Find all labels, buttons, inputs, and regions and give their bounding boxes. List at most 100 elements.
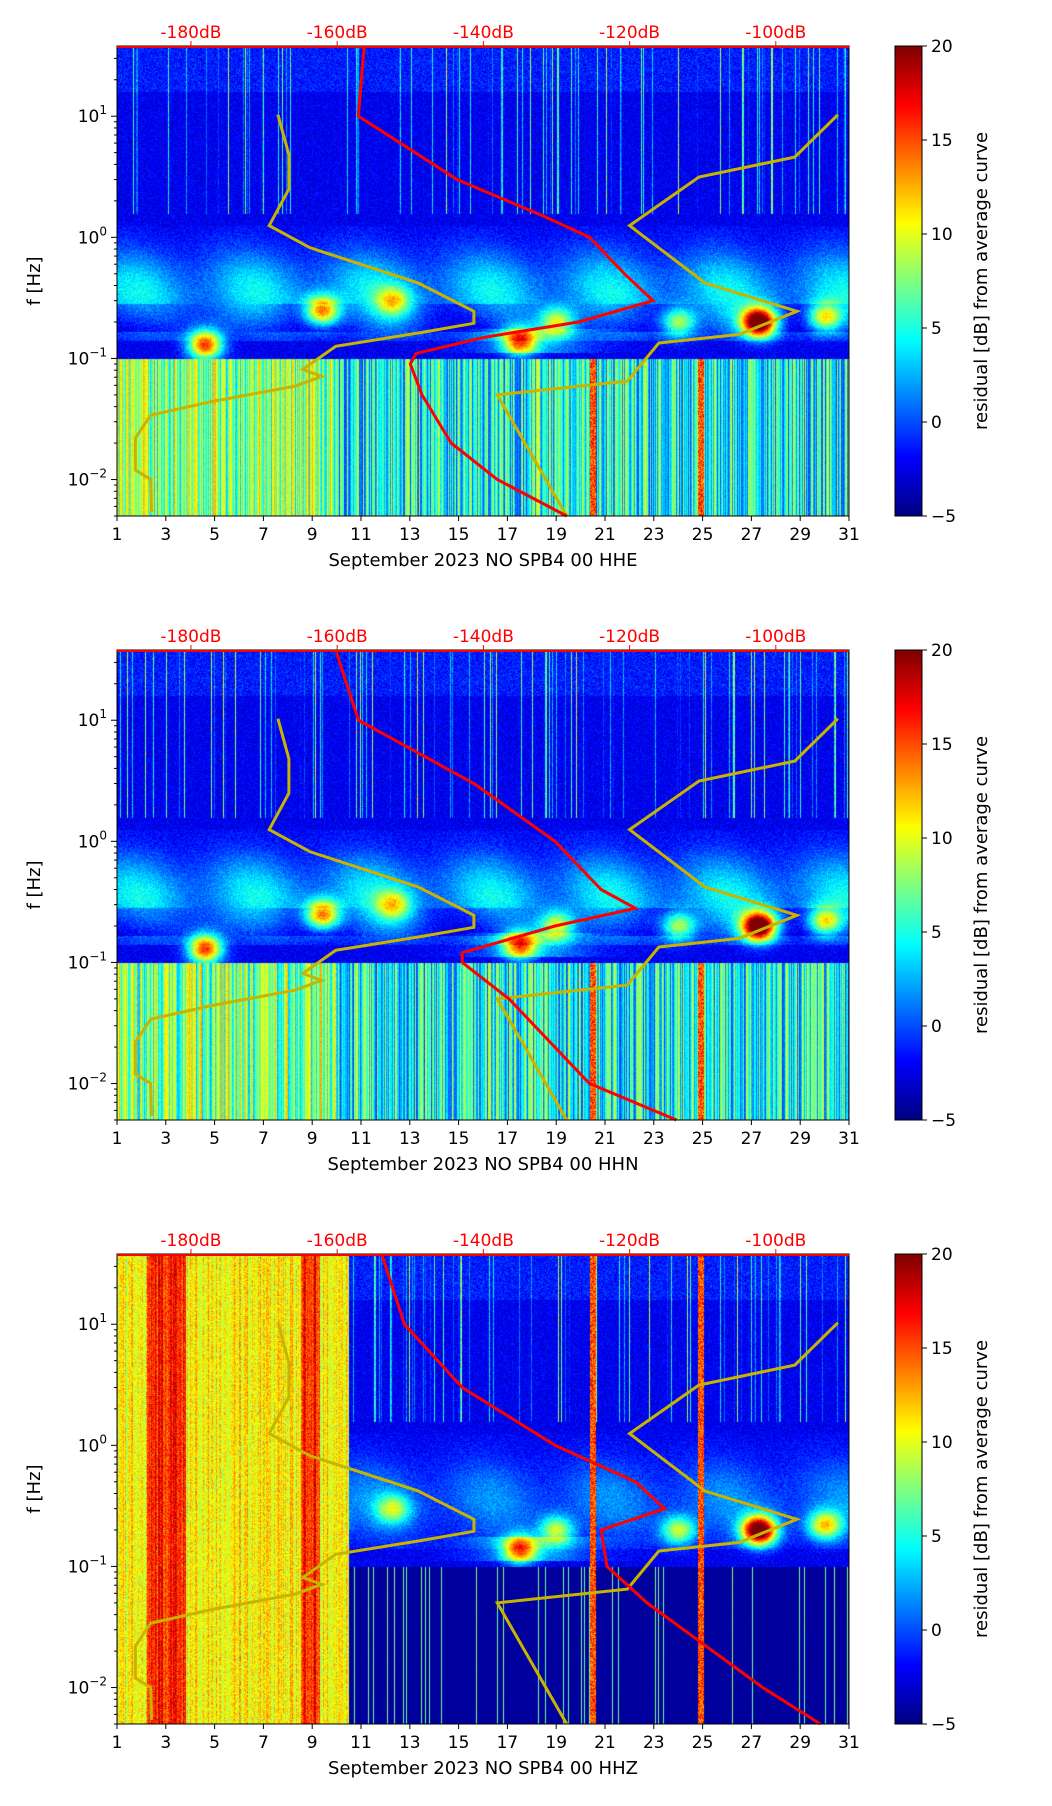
x-tick-label: 15 [448,1733,470,1753]
colorbar-tick-label: 0 [931,1621,942,1641]
x-tick-label: 25 [692,1733,714,1753]
x-tick-label: 19 [545,525,567,545]
spectrogram-image [117,1254,849,1724]
x-tick-label: 7 [258,525,269,545]
colorbar-tick-label: 0 [931,413,942,433]
y-tick-base: 10 [78,228,100,248]
top-axis-tick-label: -140dB [453,627,514,647]
top-axis-tick-label: -120dB [599,627,660,647]
colorbar-tick-label: 10 [931,1433,953,1453]
top-axis-tick-label: -100dB [745,1231,806,1251]
x-tick-label: 5 [209,1733,220,1753]
x-tick-label: 31 [838,1129,860,1149]
y-tick-label: 10−1 [68,345,107,369]
y-tick-exponent: −1 [89,949,107,963]
plot-frame [116,649,850,1121]
y-tick-exponent: 1 [99,1311,107,1325]
x-tick-label: 29 [789,525,811,545]
x-tick-label: 3 [160,525,171,545]
x-axis-label: September 2023 NO SPB4 00 HHN [327,1154,638,1175]
y-tick-label: 10−2 [68,1071,107,1095]
colorbar-tick-label: 10 [931,829,953,849]
y-tick-base: 10 [78,832,100,852]
colorbar-tick-label: 10 [931,225,953,245]
high-noise-model-line [494,717,839,1121]
x-tick-label: 13 [399,1129,421,1149]
top-axis-tick-label: -100dB [745,23,806,43]
x-tick-label: 9 [307,1129,318,1149]
x-tick-label: 13 [399,525,421,545]
top-axis-tick-label: -160dB [307,627,368,647]
x-tick-label: 1 [112,1129,123,1149]
x-tick-label: 21 [594,1733,616,1753]
colorbar [895,46,922,516]
x-tick-label: 9 [307,1733,318,1753]
x-tick-label: 1 [112,1733,123,1753]
x-tick-label: 21 [594,1129,616,1149]
x-tick-label: 19 [545,1733,567,1753]
y-tick-label: 100 [78,828,107,852]
average-psd-line [356,45,656,518]
colorbar-tick-label: 15 [931,735,953,755]
top-axis-tick-label: -180dB [160,1231,221,1251]
y-tick-exponent: 1 [99,707,107,721]
x-tick-label: 23 [643,1733,665,1753]
average-psd-line [334,649,677,1122]
x-tick-label: 7 [258,1733,269,1753]
colorbar-tick-label: 15 [931,131,953,151]
x-tick-label: 27 [741,1129,763,1149]
x-tick-label: 23 [643,525,665,545]
colorbar-tick-label: −5 [931,1715,956,1735]
x-axis-label: September 2023 NO SPB4 00 HHE [329,550,638,571]
plot-frame [116,45,850,517]
top-axis-tick-label: -180dB [160,627,221,647]
y-axis-label: f [Hz] [24,256,45,305]
y-tick-exponent: 0 [99,224,107,238]
colorbar-tick-label: 20 [931,1245,953,1265]
colorbar-tick-label: −5 [931,1111,956,1131]
y-tick-label: 100 [78,1432,107,1456]
x-tick-label: 17 [497,1129,519,1149]
y-tick-base: 10 [68,471,90,491]
top-axis-tick-label: -180dB [160,23,221,43]
colorbar [895,650,922,1120]
average-psd-line [380,1253,822,1726]
top-axis-tick-label: -140dB [453,23,514,43]
y-tick-exponent: −1 [89,1553,107,1567]
colorbar-frame [894,45,923,517]
high-noise-model-line [494,1321,839,1725]
x-tick-label: 5 [209,525,220,545]
x-tick-label: 9 [307,525,318,545]
x-tick-label: 11 [350,1733,372,1753]
x-tick-label: 27 [741,525,763,545]
low-noise-model-line [133,718,476,1117]
top-axis-tick-label: -120dB [599,1231,660,1251]
x-tick-label: 31 [838,525,860,545]
colorbar [895,1254,922,1724]
x-tick-label: 31 [838,1733,860,1753]
colorbar-frame [894,1253,923,1725]
x-tick-label: 17 [497,1733,519,1753]
plot-frame [116,1253,850,1725]
spectrogram-image [117,650,849,1120]
y-tick-exponent: −2 [89,467,107,481]
y-tick-base: 10 [68,953,90,973]
x-tick-label: 23 [643,1129,665,1149]
y-tick-label: 10−2 [68,467,107,491]
y-tick-label: 101 [78,707,107,731]
top-axis-tick-label: -100dB [745,627,806,647]
colorbar-tick-label: 15 [931,1339,953,1359]
x-tick-label: 11 [350,1129,372,1149]
y-tick-exponent: 1 [99,103,107,117]
y-tick-base: 10 [78,711,100,731]
low-noise-model-line [133,114,476,513]
colorbar-tick-label: −5 [931,507,956,527]
x-tick-label: 3 [160,1733,171,1753]
y-tick-exponent: −1 [89,345,107,359]
y-axis-label: f [Hz] [24,860,45,909]
y-axis-label: f [Hz] [24,1464,45,1513]
top-axis-tick-label: -160dB [307,23,368,43]
